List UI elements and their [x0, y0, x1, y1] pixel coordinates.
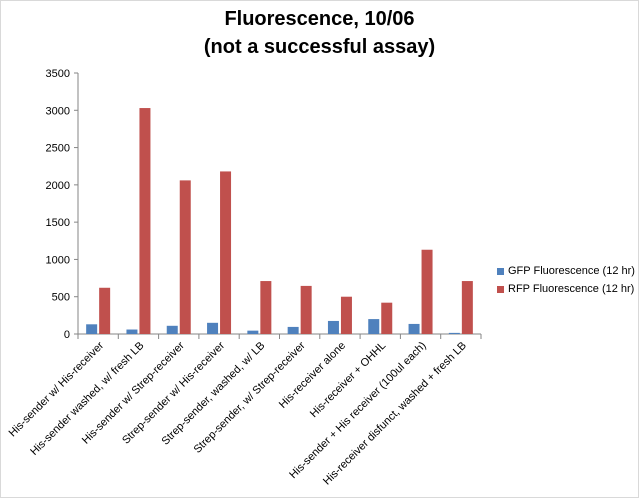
- rfp-bar: [139, 108, 151, 334]
- legend-label: RFP Fluorescence (12 hr): [508, 283, 635, 295]
- y-tick-label: 3000: [46, 105, 70, 117]
- rfp-bar: [99, 287, 111, 334]
- gfp-bar: [448, 332, 460, 334]
- gfp-bar: [327, 320, 339, 334]
- y-tick-label: 0: [64, 329, 70, 341]
- y-tick-label: 2000: [46, 180, 70, 192]
- gfp-bar: [247, 330, 259, 334]
- gfp-bar: [86, 324, 98, 334]
- rfp-bar: [461, 281, 473, 334]
- x-category-label: His-receiver + OHHL: [308, 340, 388, 420]
- rfp-bar: [220, 171, 232, 334]
- y-tick-label: 2500: [46, 143, 70, 155]
- chart-legend: GFP Fluorescence (12 hr) RFP Fluorescence…: [497, 262, 635, 298]
- legend-swatch: [497, 267, 504, 275]
- gfp-bar: [368, 319, 380, 334]
- rfp-bar: [260, 281, 272, 334]
- gfp-bar: [166, 325, 178, 334]
- legend-swatch: [497, 285, 504, 293]
- gfp-bar: [207, 322, 219, 334]
- rfp-bar: [179, 180, 191, 334]
- rfp-bar: [381, 302, 393, 334]
- chart-title: Fluorescence, 10/06: [224, 8, 415, 30]
- rfp-bar: [340, 296, 352, 334]
- chart-subtitle: (not a successful assay): [203, 36, 436, 58]
- y-tick-label: 3500: [46, 68, 70, 80]
- y-tick-label: 1000: [46, 254, 70, 266]
- legend-label: GFP Fluorescence (12 hr): [508, 265, 635, 277]
- x-category-label: His-receiver disfunct, washed + fresh LB: [321, 340, 469, 488]
- y-tick-label: 500: [52, 292, 70, 304]
- gfp-bar: [408, 323, 420, 334]
- legend-item: RFP Fluorescence (12 hr): [497, 280, 635, 298]
- rfp-bar: [421, 249, 433, 334]
- legend-item: GFP Fluorescence (12 hr): [497, 262, 635, 280]
- rfp-bar: [300, 285, 312, 334]
- gfp-bar: [287, 326, 299, 334]
- y-tick-label: 1500: [46, 217, 70, 229]
- gfp-bar: [126, 329, 138, 334]
